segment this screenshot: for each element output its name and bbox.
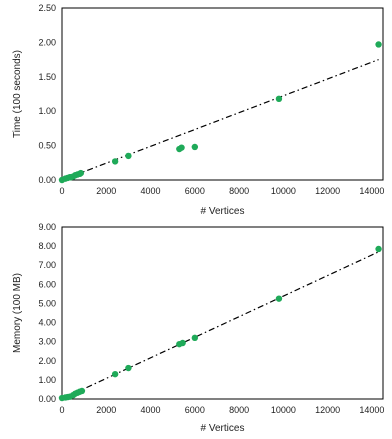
x-tick-label: 8000 (229, 405, 249, 415)
data-point (111, 370, 119, 378)
data-point (125, 364, 132, 372)
data-point (179, 339, 186, 347)
x-tick-label: 0 (59, 405, 64, 415)
trendline (61, 59, 379, 181)
y-tick-label: 5.00 (38, 298, 56, 308)
y-axis-title: Memory (100 MB) (12, 273, 23, 353)
y-tick-label: 2.50 (38, 3, 56, 13)
time-chart: 0.00 0.50 1.00 1.50 2.00 2.50 0 2000 4000 6000 800… (12, 3, 384, 217)
data-point (77, 169, 85, 177)
x-tick-label: 10000 (271, 405, 296, 415)
x-tick-label: 14000 (359, 186, 384, 196)
x-tick-label: 12000 (315, 405, 340, 415)
x-tick-label: 6000 (185, 405, 205, 415)
y-tick-label: 0.00 (38, 175, 56, 185)
trendline (61, 251, 379, 400)
y-tick-label: 2.00 (38, 37, 56, 47)
x-axis-title: # Vertices (201, 423, 245, 434)
y-tick-label: 3.00 (38, 337, 56, 347)
x-tick-label: 10000 (271, 186, 296, 196)
data-point (178, 144, 185, 151)
data-point (275, 295, 283, 302)
y-tick-label: 6.00 (38, 279, 56, 289)
data-point (375, 41, 382, 48)
x-axis-title: # Vertices (201, 206, 245, 217)
data-point (78, 387, 86, 395)
y-tick-label: 4.00 (38, 318, 56, 328)
y-tick-label: 9.00 (38, 222, 56, 232)
data-point (111, 158, 119, 165)
data-point (191, 334, 199, 342)
y-tick-label: 1.50 (38, 72, 56, 82)
data-point (125, 152, 132, 160)
data-point (375, 245, 382, 253)
x-tick-label: 2000 (96, 405, 116, 415)
data-point (275, 95, 283, 103)
x-tick-label: 8000 (229, 186, 249, 196)
y-tick-label: 0.50 (38, 141, 56, 151)
x-tick-label: 12000 (315, 186, 340, 196)
data-point (191, 143, 199, 151)
plot-area-frame (61, 7, 384, 181)
x-tick-label: 6000 (185, 186, 205, 196)
y-axis-title: Time (100 seconds) (12, 50, 23, 138)
y-tick-label: 1.00 (38, 375, 56, 385)
memory-chart: 0.00 1.00 2.00 3.00 4.00 5.00 6.00 7.00 8.00 9.00… (12, 222, 384, 434)
y-tick-label: 7.00 (38, 260, 56, 270)
x-tick-label: 0 (59, 186, 64, 196)
plot-area-frame (61, 226, 384, 400)
y-tick-label: 0.00 (38, 394, 56, 404)
x-tick-label: 2000 (96, 186, 116, 196)
y-tick-label: 8.00 (38, 241, 56, 251)
y-tick-label: 2.00 (38, 356, 56, 366)
x-tick-label: 14000 (359, 405, 384, 415)
x-tick-label: 4000 (141, 405, 161, 415)
x-tick-label: 4000 (141, 186, 161, 196)
y-tick-label: 1.00 (38, 106, 56, 116)
